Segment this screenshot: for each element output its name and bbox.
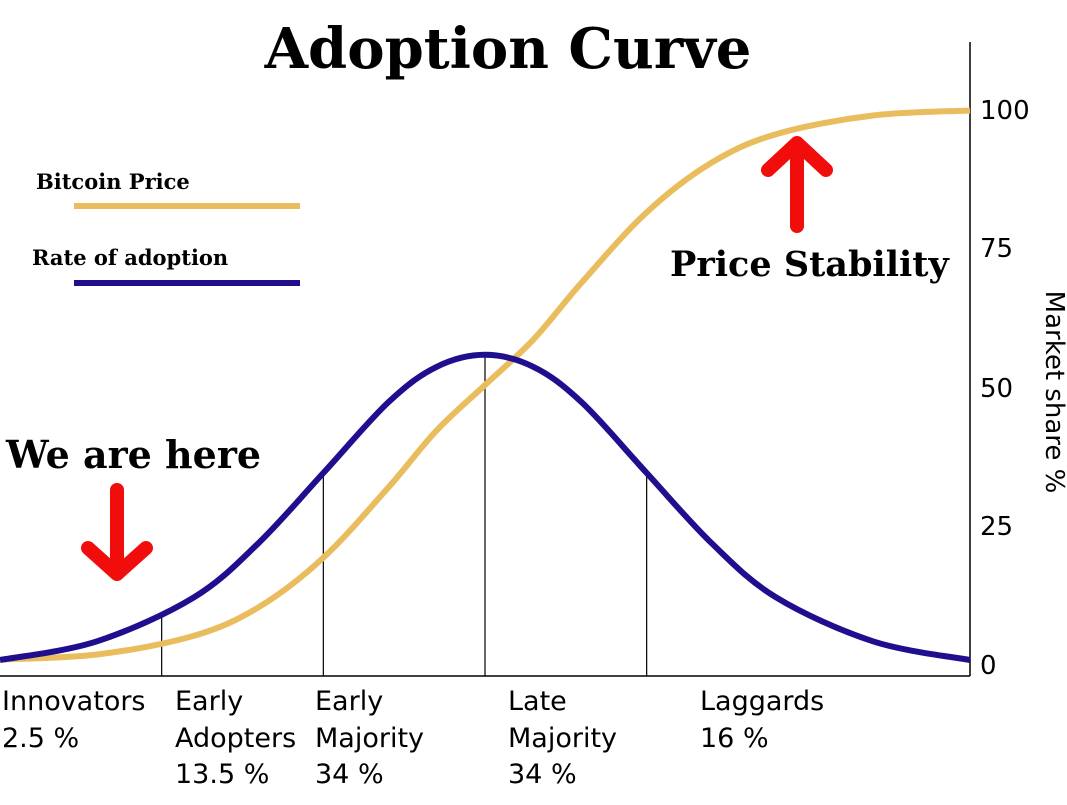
legend-label-rate-of-adoption: Rate of adoption — [32, 245, 228, 270]
segment-early-majority-line1: Early — [315, 686, 383, 717]
series-bitcoin-price-line — [0, 107, 971, 663]
series-rate-of-adoption-line — [0, 351, 971, 663]
segment-early-adopters-share: 13.5 % — [175, 759, 269, 790]
y-axis-label: Market share % — [1039, 291, 1067, 494]
segment-labels: Innovators 2.5 % Early Adopters 13.5 % E… — [2, 686, 824, 790]
segment-early-adopters-line2: Adopters — [175, 723, 296, 754]
segment-late-majority-line2: Majority — [508, 723, 617, 754]
segment-innovators-share: 2.5 % — [2, 723, 79, 754]
segment-innovators-name: Innovators — [2, 686, 146, 717]
segment-early-majority-share: 34 % — [315, 759, 384, 790]
segment-early-adopters-line1: Early — [175, 686, 243, 717]
segment-late-majority-share: 34 % — [508, 759, 577, 790]
y-tick-75: 75 — [980, 234, 1013, 264]
annotation-price-stability: Price Stability — [670, 244, 950, 285]
legend-label-bitcoin-price: Bitcoin Price — [36, 169, 190, 194]
segment-late-majority-line1: Late — [508, 686, 567, 717]
segment-dividers — [161, 354, 648, 676]
annotation-we-are-here: We are here — [5, 432, 261, 477]
segment-laggards-name: Laggards — [700, 686, 824, 717]
arrow-down-icon — [81, 483, 153, 581]
y-tick-0: 0 — [980, 651, 997, 681]
y-tick-100: 100 — [980, 96, 1030, 126]
chart-title: Adoption Curve — [264, 16, 752, 82]
y-tick-25: 25 — [980, 512, 1013, 542]
segment-early-majority-line2: Majority — [315, 723, 424, 754]
legend: Bitcoin Price Rate of adoption — [32, 169, 300, 286]
arrow-up-icon — [761, 136, 833, 233]
y-tick-50: 50 — [980, 374, 1013, 404]
segment-laggards-share: 16 % — [700, 723, 769, 754]
